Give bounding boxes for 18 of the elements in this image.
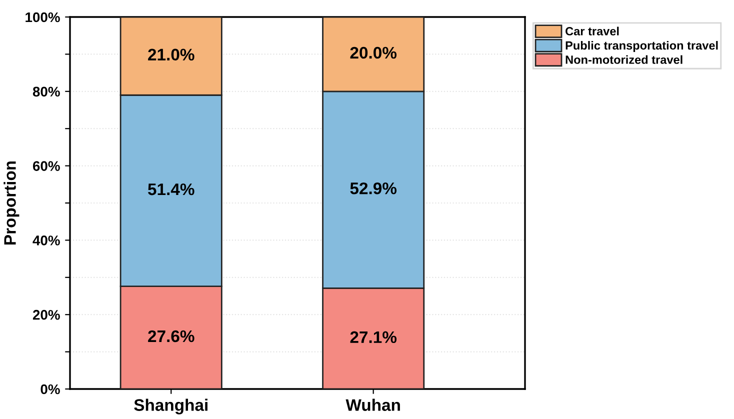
- data-label: 27.6%: [148, 330, 194, 342]
- legend-label: Public transportation travel: [566, 41, 718, 52]
- data-label: 51.4%: [148, 183, 194, 196]
- x-tick-label: Wuhan: [346, 398, 400, 411]
- y-tick-label: 20%: [32, 310, 60, 320]
- y-tick-label: 60%: [32, 161, 60, 171]
- x-tick-label: Shanghai: [134, 398, 208, 414]
- data-label: 21.0%: [148, 48, 194, 61]
- data-label: 52.9%: [350, 182, 397, 194]
- legend-label: Car travel: [566, 26, 619, 36]
- y-tick-label: 40%: [32, 236, 60, 246]
- data-label: 27.1%: [350, 331, 397, 344]
- y-tick-label: 0%: [40, 384, 60, 394]
- y-tick-label: 80%: [32, 86, 60, 97]
- data-label: 20.0%: [350, 46, 397, 59]
- legend-label: Non-motorized travel: [566, 55, 682, 64]
- y-tick-label: 100%: [26, 12, 60, 22]
- y-axis-title: Proportion: [4, 161, 20, 244]
